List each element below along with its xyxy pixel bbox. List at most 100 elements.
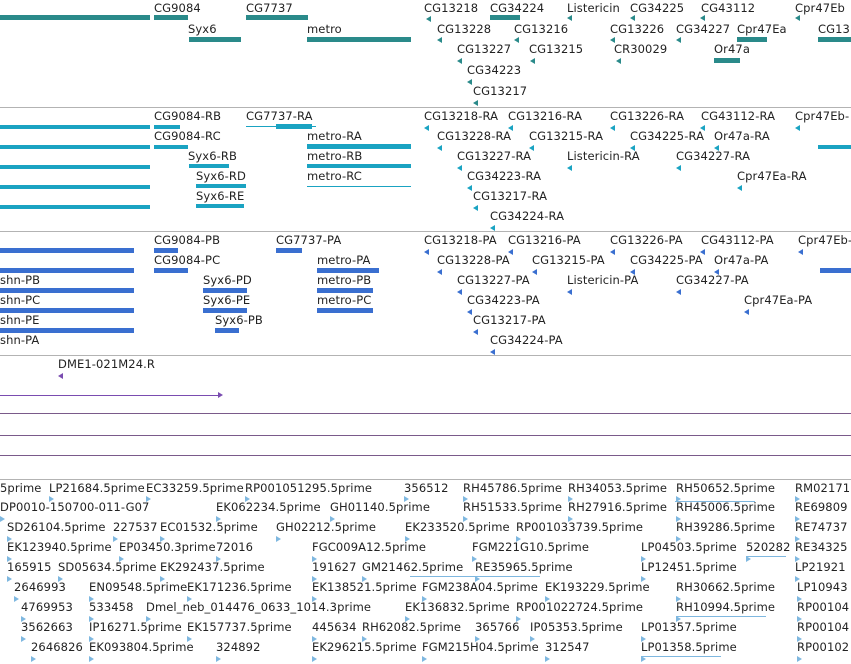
est-label[interactable]: LP10943: [797, 580, 848, 594]
gene-bar[interactable]: [490, 15, 520, 20]
est-label[interactable]: RH10994.5prime: [676, 600, 776, 614]
protein-label[interactable]: CG13217-PA: [473, 313, 546, 327]
est-label[interactable]: EP03450.3prime: [119, 540, 216, 554]
transcript-bar[interactable]: [0, 205, 150, 209]
gene-label[interactable]: CG13215: [529, 42, 584, 56]
protein-label[interactable]: metro-PC: [317, 293, 372, 307]
protein-bar[interactable]: [0, 248, 134, 253]
protein-label[interactable]: CG43112-PA: [701, 233, 774, 247]
transcript-bar[interactable]: [307, 164, 411, 168]
est-label[interactable]: RM02171: [795, 481, 851, 495]
transcript-label[interactable]: Cpr47Ea-RA: [737, 169, 807, 183]
clone-label[interactable]: DME1-021M24.R: [58, 357, 155, 371]
transcript-bar[interactable]: [0, 185, 150, 189]
protein-label[interactable]: CG13228-PA: [437, 253, 510, 267]
est-label[interactable]: EK233520.5prime: [405, 520, 510, 534]
gene-bar[interactable]: [0, 15, 150, 20]
est-label[interactable]: 356512: [404, 481, 449, 495]
transcript-label[interactable]: Or47a-RA: [714, 129, 770, 143]
transcript-label[interactable]: CG13215-RA: [529, 129, 604, 143]
transcript-label[interactable]: CG13226-RA: [610, 109, 685, 123]
est-label[interactable]: RH34053.5prime: [568, 481, 668, 495]
transcript-bar[interactable]: [307, 144, 411, 149]
est-label[interactable]: RH62082.5prime: [362, 620, 462, 634]
gene-label[interactable]: CG43112: [701, 1, 756, 15]
est-label[interactable]: EK138521.5prime: [312, 580, 417, 594]
est-label[interactable]: LP01357.5prime: [641, 620, 737, 634]
transcript-label[interactable]: Syx6-RB: [188, 149, 237, 163]
gene-label[interactable]: CG34225: [630, 1, 685, 15]
gene-label[interactable]: CG13: [818, 22, 850, 36]
protein-label[interactable]: CG34227-PA: [676, 273, 749, 287]
gene-label[interactable]: CG13218: [424, 1, 479, 15]
gene-label[interactable]: CG34227: [676, 22, 731, 36]
protein-label[interactable]: CG13218-PA: [424, 233, 497, 247]
est-label[interactable]: 324892: [216, 640, 261, 654]
est-label[interactable]: EK062234.5prime: [216, 500, 321, 514]
est-label[interactable]: RE74737: [795, 520, 848, 534]
est-label[interactable]: RH45006.5prime: [676, 500, 776, 514]
est-label[interactable]: 520282: [746, 540, 791, 554]
transcript-label[interactable]: CG34227-RA: [676, 149, 751, 163]
gene-label[interactable]: Syx6: [188, 22, 217, 36]
gene-label[interactable]: CG13217: [473, 84, 528, 98]
transcript-bar[interactable]: [0, 165, 150, 169]
est-label[interactable]: 191627: [312, 560, 357, 574]
est-label[interactable]: RH50652.5prime: [676, 481, 776, 495]
est-label[interactable]: EK171236.5prime: [187, 580, 292, 594]
est-label[interactable]: LP12451.5prime: [641, 560, 737, 574]
est-label[interactable]: FGC009A12.5prime: [312, 540, 427, 554]
gene-label[interactable]: CG7737: [246, 1, 293, 15]
gene-bar[interactable]: [818, 37, 851, 42]
protein-label[interactable]: Cpr47Eb-: [798, 233, 851, 247]
transcript-label[interactable]: Syx6-RD: [196, 169, 246, 183]
protein-bar[interactable]: [820, 268, 851, 273]
protein-label[interactable]: CG13226-PA: [610, 233, 683, 247]
gene-label[interactable]: CG13216: [514, 22, 569, 36]
transcript-label[interactable]: Cpr47Eb-: [795, 109, 850, 123]
gene-label[interactable]: CG34223: [467, 63, 522, 77]
transcript-bar[interactable]: [196, 204, 244, 208]
transcript-label[interactable]: metro-RC: [307, 169, 362, 183]
protein-bar[interactable]: [317, 308, 373, 313]
est-label[interactable]: 533458: [89, 600, 134, 614]
protein-label[interactable]: shn-PC: [0, 293, 41, 307]
est-label[interactable]: RE35965.5prime: [475, 560, 573, 574]
gene-label[interactable]: CG13227: [457, 42, 512, 56]
transcript-bar[interactable]: [0, 145, 150, 149]
gene-label[interactable]: CG9084: [154, 1, 201, 15]
est-label[interactable]: SD05634.5prime: [58, 560, 157, 574]
protein-bar[interactable]: [0, 328, 134, 333]
protein-bar[interactable]: [317, 268, 379, 273]
protein-label[interactable]: CG13215-PA: [532, 253, 605, 267]
protein-label[interactable]: CG7737-PA: [276, 233, 342, 247]
gene-label[interactable]: Or47a: [714, 42, 750, 56]
protein-label[interactable]: Syx6-PB: [215, 313, 263, 327]
gene-bar[interactable]: [307, 37, 411, 42]
protein-label[interactable]: CG9084-PC: [154, 253, 221, 267]
est-label[interactable]: 312547: [545, 640, 590, 654]
est-label[interactable]: RE69809: [795, 500, 848, 514]
gene-bar[interactable]: [189, 37, 241, 42]
gene-bar[interactable]: [154, 15, 188, 20]
gene-label[interactable]: CG34224: [490, 1, 545, 15]
transcript-label[interactable]: CG34225-RA: [630, 129, 705, 143]
est-label[interactable]: RP00104: [797, 600, 850, 614]
gene-bar[interactable]: [246, 15, 308, 20]
est-label[interactable]: FGM238A04.5prime: [422, 580, 538, 594]
est-label[interactable]: RH51533.5prime: [463, 500, 563, 514]
protein-label[interactable]: metro-PA: [317, 253, 371, 267]
transcript-label[interactable]: CG13216-RA: [508, 109, 583, 123]
est-label[interactable]: IP16271.5prime: [89, 620, 182, 634]
protein-label[interactable]: CG34224-PA: [490, 333, 563, 347]
gene-label[interactable]: CG13226: [610, 22, 665, 36]
est-label[interactable]: 365766: [475, 620, 520, 634]
transcript-label[interactable]: CG43112-RA: [701, 109, 776, 123]
est-label[interactable]: LP01358.5prime: [641, 640, 737, 654]
gene-label[interactable]: Cpr47Ea: [737, 22, 787, 36]
est-label[interactable]: FGM221G10.5prime: [472, 540, 590, 554]
est-label[interactable]: EK093804.5prime: [89, 640, 194, 654]
est-label[interactable]: EK193229.5prime: [545, 580, 650, 594]
transcript-label[interactable]: Syx6-RE: [196, 189, 245, 203]
est-label[interactable]: RH39286.5prime: [676, 520, 776, 534]
